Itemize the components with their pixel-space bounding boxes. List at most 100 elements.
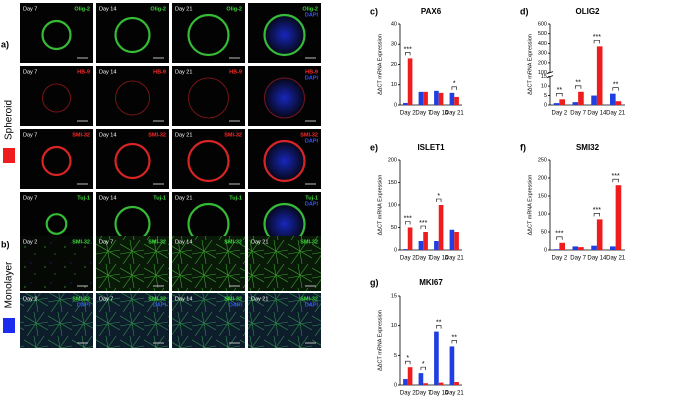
- ring: [42, 83, 71, 113]
- y-tick-label: 0: [394, 247, 397, 253]
- x-tick-label: Day 7: [415, 391, 431, 397]
- marker-label: Olig-2: [150, 6, 166, 12]
- marker-label: Olig-2: [226, 6, 242, 12]
- y-tick-label: 40: [391, 21, 397, 27]
- day-label: Day 7: [99, 239, 113, 245]
- marker-label: SMI-32: [72, 239, 90, 245]
- panel-label: c): [370, 6, 378, 16]
- bar: [553, 249, 560, 250]
- image: [248, 236, 321, 291]
- day-label: Day 14: [99, 6, 116, 12]
- day-label: Day 14: [99, 69, 116, 75]
- x-tick-label: Day 21: [445, 256, 465, 262]
- bar: [403, 249, 408, 250]
- stain-label: DAPI: [77, 302, 91, 308]
- bar: [423, 232, 428, 250]
- bar: [553, 103, 560, 105]
- y-tick-label: 30: [391, 42, 397, 48]
- side-label: Monolayer: [4, 261, 15, 308]
- bar: [418, 241, 424, 250]
- bar: [454, 96, 459, 105]
- bar: [449, 346, 455, 385]
- day-label: Day 21: [251, 239, 268, 245]
- dapi-overlay: [20, 293, 93, 348]
- marker-label: SMI-32: [72, 296, 90, 302]
- day-label: Day 14: [175, 296, 192, 302]
- day-label: Day 2: [23, 296, 37, 302]
- day-label: Day 7: [23, 195, 37, 201]
- charts: c) PAX6 ΔΔCT mRNA Expression 0 10 20 30 40 Day 2…: [370, 6, 626, 396]
- significance-label: *: [422, 361, 425, 368]
- significance-label: **: [613, 82, 619, 89]
- ring: [263, 13, 306, 57]
- marker-label: SMI-32: [224, 296, 242, 302]
- significance-bracket: [612, 87, 619, 91]
- image-tile: Day 7 Olig-2: [20, 3, 93, 63]
- bar: [596, 46, 603, 105]
- bar: [434, 241, 439, 250]
- stain-label: DAPI: [229, 302, 243, 308]
- marker-label: Olig-2: [302, 6, 318, 12]
- ring: [114, 16, 151, 54]
- significance-bracket: [405, 360, 411, 365]
- bar: [407, 367, 413, 385]
- image-tile: Day 14 SMI-32: [96, 129, 169, 189]
- image-tile: Day 7 SMI-32: [20, 129, 93, 189]
- image: [20, 236, 93, 291]
- bar: [423, 383, 428, 385]
- bar: [423, 91, 428, 105]
- y-tick-label: 10: [391, 323, 397, 329]
- significance-bracket: [451, 340, 457, 344]
- bar: [438, 205, 444, 250]
- y-axis-label: ΔΔCT mRNA Expression: [527, 175, 533, 236]
- image: [96, 236, 169, 291]
- marker-label: Olig-2: [74, 6, 90, 12]
- y-tick-label: 100: [538, 211, 547, 217]
- y-axis-label: ΔΔCT mRNA Expression: [377, 175, 383, 236]
- y-tick-label: 600: [538, 21, 547, 27]
- bar-chart: f) SMI32 ΔΔCT mRNA Expression 0 50 100 150 200 2…: [520, 142, 626, 261]
- image-tile: Day 14 SMI-32: [172, 236, 245, 291]
- stain-label: DAPI: [305, 12, 319, 18]
- bar: [572, 102, 579, 105]
- day-label: Day 14: [99, 132, 116, 138]
- marker-label: Tuj-1: [77, 195, 90, 201]
- y-tick-label: 5: [394, 353, 397, 359]
- bar: [418, 91, 424, 105]
- x-tick-label: Day 21: [445, 111, 465, 117]
- significance-bracket: [575, 85, 582, 89]
- stain-label: DAPI: [305, 201, 319, 207]
- x-tick-label: Day 7: [570, 111, 586, 117]
- significance-label: *: [453, 81, 456, 88]
- image: [20, 3, 93, 63]
- bar: [596, 219, 603, 250]
- significance-label: *: [406, 355, 409, 362]
- bar: [403, 102, 408, 105]
- bar: [438, 92, 444, 105]
- y-tick-label: 300: [538, 51, 547, 57]
- side-swatch: [3, 148, 15, 163]
- image: [172, 236, 245, 291]
- significance-label: ***: [612, 173, 620, 180]
- day-label: Day 7: [23, 6, 37, 12]
- chart-title: MKI67: [419, 278, 443, 287]
- marker-label: Tuj-1: [305, 195, 318, 201]
- x-tick-label: Day 14: [587, 111, 607, 117]
- significance-label: ***: [404, 215, 412, 222]
- bar: [578, 247, 584, 250]
- panel-label: f): [520, 142, 526, 152]
- image-tile: Day 21 HB-9: [172, 66, 245, 126]
- dapi: [262, 76, 307, 120]
- day-label: Day 21: [175, 69, 192, 75]
- y-tick-label: 150: [388, 180, 397, 186]
- y-tick-label: 0: [544, 247, 547, 253]
- significance-bracket: [436, 325, 442, 329]
- marker-label: SMI-32: [224, 132, 242, 138]
- y-tick-label: 0: [544, 102, 547, 108]
- day-label: Day 14: [175, 239, 192, 245]
- panel-label: b): [1, 239, 10, 249]
- y-tick-label: 50: [541, 229, 547, 235]
